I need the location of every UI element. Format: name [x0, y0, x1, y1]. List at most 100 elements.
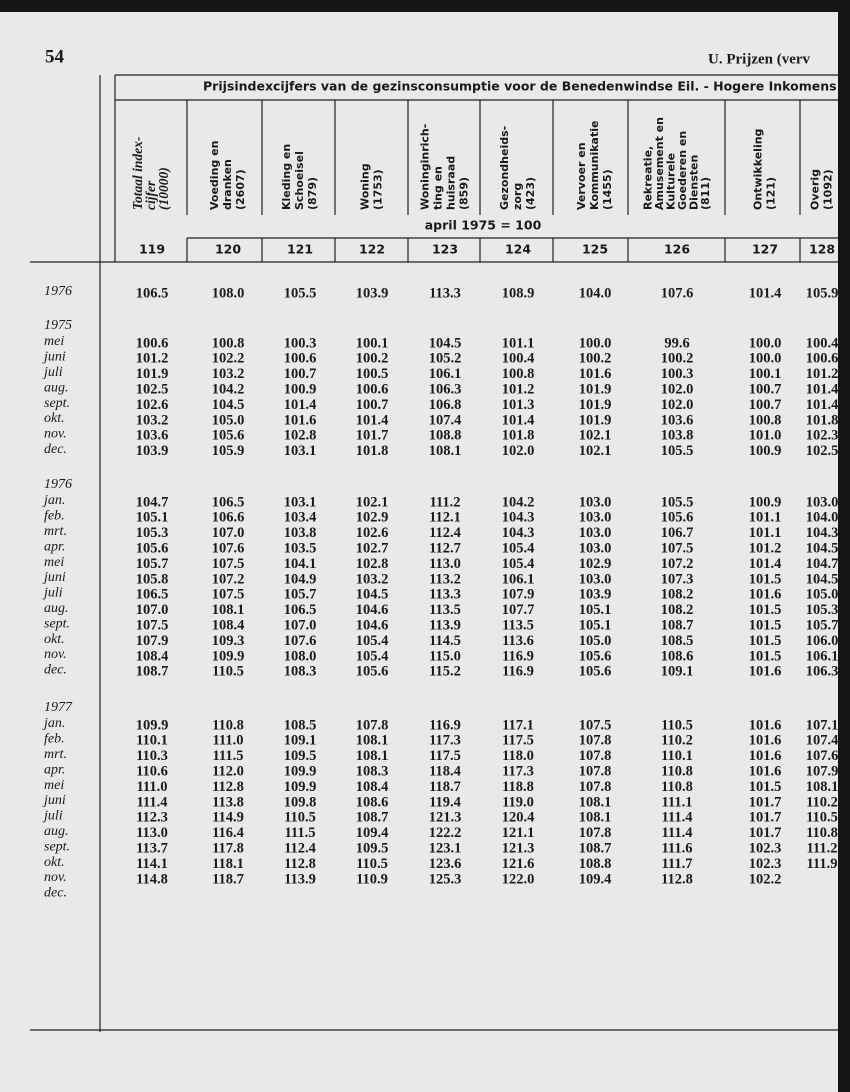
cell: 109.5	[284, 748, 317, 764]
column-heading: Woninginrich-	[419, 124, 432, 210]
cell: 100.0	[749, 335, 782, 351]
cell: 105.0	[212, 412, 245, 428]
cell: 104.7	[806, 556, 839, 572]
cell: 100.7	[749, 382, 782, 398]
column-heading: Vervoer en	[575, 142, 588, 210]
cell: 116.9	[502, 664, 534, 680]
column-heading: Kommunikatie	[588, 121, 601, 210]
cell: 108.4	[212, 618, 245, 634]
column-heading: Gezondheids-	[498, 126, 511, 210]
cell: 103.0	[579, 571, 612, 587]
cell: 117.1	[502, 717, 534, 733]
cell: 113.0	[429, 556, 461, 572]
cell: 101.8	[502, 428, 535, 444]
cell: 107.6	[212, 541, 245, 557]
cell: 105.7	[806, 618, 839, 634]
cell: 101.2	[502, 382, 535, 398]
cell: 107.9	[806, 764, 839, 780]
cell: 115.0	[429, 648, 461, 664]
cell: 100.6	[806, 351, 839, 367]
cell: 102.6	[356, 525, 389, 541]
cell: 101.6	[284, 412, 317, 428]
row-label: apr.	[44, 762, 65, 777]
column-heading: zorg	[511, 183, 524, 210]
cell: 107.3	[661, 571, 694, 587]
cell: 103.9	[579, 587, 612, 603]
row-label: juni	[42, 793, 66, 808]
cell: 102.9	[579, 556, 612, 572]
cell: 102.5	[806, 443, 839, 459]
cell: 101.7	[749, 810, 782, 826]
column-heading: cijfer	[143, 180, 158, 210]
cell: 100.3	[284, 335, 317, 351]
cell: 105.9	[806, 285, 839, 301]
cell: 110.8	[212, 717, 244, 733]
column-heading: dranken	[221, 159, 234, 210]
cell: 114.8	[136, 871, 168, 887]
cell: 105.9	[212, 443, 245, 459]
cell: 103.2	[212, 366, 245, 382]
cell: 108.8	[429, 428, 462, 444]
cell: 110.5	[212, 664, 244, 680]
row-label: jan.	[42, 716, 65, 731]
row-label: mei	[44, 778, 64, 793]
cell: 119.0	[502, 794, 534, 810]
cell: 104.1	[284, 556, 317, 572]
cell: 100.4	[806, 335, 839, 351]
cell: 100.0	[579, 335, 612, 351]
cell: 101.1	[749, 510, 782, 526]
cell: 101.1	[749, 525, 782, 541]
column-number: 123	[432, 242, 458, 257]
cell: 106.0	[806, 633, 839, 649]
cell: 103.8	[284, 525, 317, 541]
column-heading: Kleding en	[280, 144, 293, 210]
cell: 103.6	[661, 412, 694, 428]
cell: 104.0	[806, 510, 839, 526]
cell: 110.5	[356, 856, 388, 872]
cell: 105.3	[136, 525, 169, 541]
cell: 108.8	[579, 856, 612, 872]
cell: 100.0	[749, 351, 782, 367]
cell: 110.6	[136, 764, 168, 780]
cell: 123.6	[429, 856, 462, 872]
cell: 110.5	[661, 717, 693, 733]
cell: 113.3	[429, 587, 461, 603]
cell: 111.5	[284, 825, 315, 841]
cell: 102.0	[502, 443, 535, 459]
cell: 101.9	[579, 412, 612, 428]
cell: 105.4	[502, 556, 535, 572]
cell: 109.4	[356, 825, 389, 841]
cell: 101.8	[806, 412, 839, 428]
column-heading: (879)	[306, 177, 319, 210]
cell: 102.7	[356, 541, 389, 557]
cell: 108.5	[661, 633, 694, 649]
cell: 110.1	[136, 733, 168, 749]
cell: 101.4	[749, 556, 782, 572]
cell: 107.8	[579, 779, 612, 795]
row-label: feb.	[44, 732, 65, 747]
row-label: jan.	[42, 493, 65, 508]
cell: 106.7	[661, 525, 694, 541]
cell: 101.5	[749, 602, 782, 618]
cell: 104.6	[356, 618, 389, 634]
cell: 123.1	[429, 841, 462, 857]
cell: 100.5	[356, 366, 389, 382]
cell: 112.8	[212, 779, 244, 795]
cell: 106.3	[429, 382, 462, 398]
cell: 101.1	[502, 335, 535, 351]
cell: 110.2	[806, 794, 838, 810]
column-heading: (423)	[524, 177, 537, 210]
cell: 111.5	[212, 748, 243, 764]
cell: 102.1	[579, 428, 612, 444]
cell: 100.6	[356, 382, 389, 398]
cell: 102.8	[356, 556, 389, 572]
cell: 101.4	[284, 397, 317, 413]
cell: 100.7	[749, 397, 782, 413]
cell: 102.2	[212, 351, 245, 367]
cell: 109.9	[136, 717, 169, 733]
cell: 100.6	[136, 335, 169, 351]
row-label: juli	[42, 365, 63, 380]
cell: 106.1	[806, 648, 839, 664]
cell: 101.4	[806, 382, 839, 398]
